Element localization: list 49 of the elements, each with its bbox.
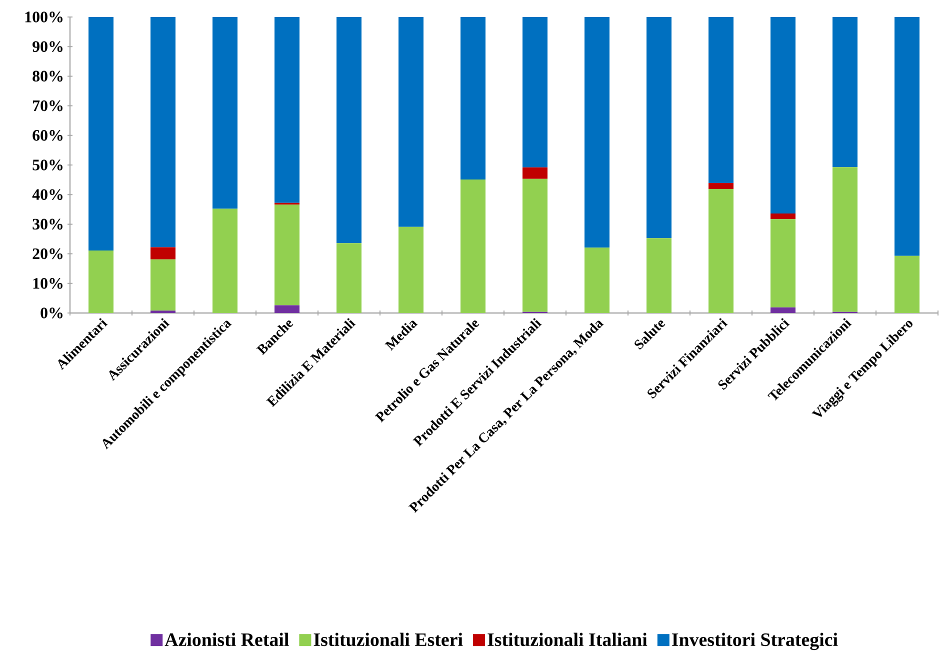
bar	[770, 307, 796, 313]
bar	[212, 16, 238, 209]
bar	[770, 16, 796, 214]
bar	[336, 243, 362, 313]
bar	[150, 259, 176, 311]
bar	[708, 16, 734, 184]
bar	[522, 16, 548, 168]
bar	[770, 214, 796, 220]
bar	[398, 226, 424, 313]
y-tick-label: 90%	[32, 41, 62, 52]
bar	[336, 16, 362, 244]
bar	[708, 183, 734, 189]
bar	[832, 167, 858, 312]
bar	[522, 167, 548, 179]
bar	[894, 16, 920, 256]
y-tick-label: 10%	[33, 278, 62, 289]
y-tick-label: 40%	[32, 189, 62, 200]
bar	[770, 219, 796, 308]
bar	[88, 16, 114, 251]
y-tick-label: 70%	[33, 100, 62, 112]
bar	[212, 208, 238, 313]
bar	[708, 188, 734, 313]
bar	[150, 16, 176, 248]
y-tick-label: 30%	[32, 218, 62, 230]
bar	[584, 248, 610, 313]
y-tick-label: 0%	[40, 308, 62, 318]
y-tick-label: 60%	[32, 130, 62, 141]
bar	[646, 238, 672, 313]
y-tick-label: 100%	[25, 12, 62, 22]
bar	[398, 16, 424, 227]
bar	[646, 16, 672, 238]
bar	[522, 178, 548, 312]
y-tick-label: 50%	[32, 160, 62, 170]
bar	[832, 16, 858, 168]
legend-label: Istituzionali Esteri	[314, 632, 463, 646]
bar	[274, 204, 300, 306]
bar	[460, 180, 486, 313]
bar	[274, 16, 300, 203]
legend-label: Istituzionali Italiani	[488, 632, 648, 646]
y-tick-label: 80%	[32, 70, 62, 82]
bar	[894, 256, 920, 313]
bar	[150, 247, 176, 260]
bar	[88, 250, 114, 313]
bar	[584, 16, 610, 248]
bar	[274, 305, 300, 313]
bar	[460, 16, 486, 180]
legend-label: Investitori Strategici	[672, 632, 838, 650]
y-tick-label: 20%	[32, 248, 62, 260]
legend-label: Azionisti Retail	[164, 632, 289, 646]
